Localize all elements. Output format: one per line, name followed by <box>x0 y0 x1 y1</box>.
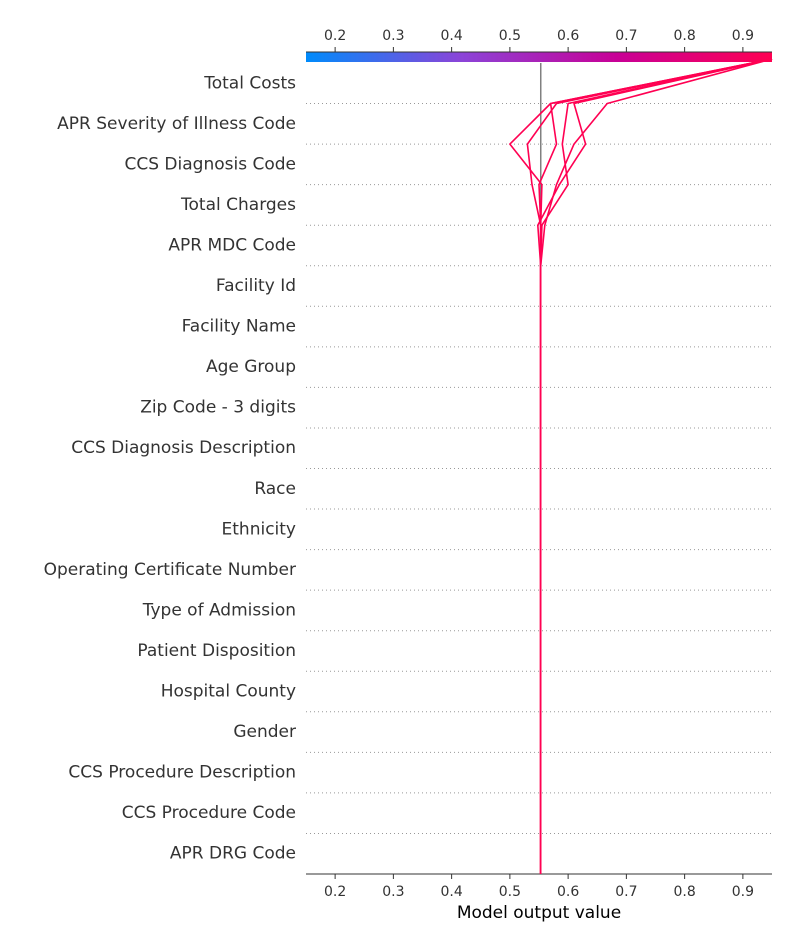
colorbar-gradient <box>306 52 772 62</box>
feature-labels: Total Costs APR Severity of Illness Code C… <box>44 73 297 863</box>
feature-label: CCS Procedure Code <box>122 803 296 823</box>
gridlines <box>306 103 772 834</box>
feature-label: Race <box>254 479 296 499</box>
feature-label: APR DRG Code <box>170 844 296 864</box>
top-tick-label: 0.3 <box>382 28 404 44</box>
top-tick-label: 0.9 <box>732 28 754 44</box>
colorbar <box>306 51 772 62</box>
bottom-tick-label: 0.9 <box>732 884 754 900</box>
feature-label: Gender <box>233 722 296 742</box>
bottom-tick-label: 0.5 <box>499 884 521 900</box>
decision-line <box>536 58 773 874</box>
top-tick-label: 0.5 <box>499 28 521 44</box>
bottom-tick-label: 0.4 <box>440 884 462 900</box>
feature-label: CCS Procedure Description <box>68 763 296 783</box>
feature-label: Facility Name <box>182 317 296 337</box>
feature-label: Type of Admission <box>142 600 296 620</box>
feature-label: Operating Certificate Number <box>44 560 296 580</box>
top-tick-label: 0.2 <box>324 28 346 44</box>
decision-line <box>539 58 773 874</box>
decision-lines <box>509 58 773 874</box>
feature-label: APR MDC Code <box>168 235 296 255</box>
feature-label: Total Charges <box>180 195 296 215</box>
bottom-tick-label: 0.3 <box>382 884 404 900</box>
top-tick-label: 0.8 <box>673 28 695 44</box>
feature-label: Facility Id <box>216 276 296 296</box>
bottom-tick-label: 0.2 <box>324 884 346 900</box>
bottom-tick-label: 0.6 <box>557 884 579 900</box>
decision-line <box>539 58 773 874</box>
feature-label: Patient Disposition <box>137 641 296 661</box>
feature-label: Total Costs <box>203 73 296 93</box>
feature-label: Ethnicity <box>222 519 296 539</box>
feature-label: Zip Code - 3 digits <box>140 398 296 418</box>
top-tick-label: 0.4 <box>440 28 462 44</box>
feature-label: Age Group <box>206 357 296 377</box>
top-x-axis: 0.2 0.3 0.4 0.5 0.6 0.7 0.8 0.9 <box>324 28 754 52</box>
feature-label: APR Severity of Illness Code <box>57 114 296 134</box>
feature-label: CCS Diagnosis Code <box>125 154 297 174</box>
bottom-tick-label: 0.8 <box>673 884 695 900</box>
x-axis-label: Model output value <box>457 903 621 923</box>
feature-label: CCS Diagnosis Description <box>71 438 296 458</box>
bottom-tick-label: 0.7 <box>615 884 637 900</box>
decision-line <box>538 58 773 874</box>
top-tick-label: 0.6 <box>557 28 579 44</box>
bottom-x-axis: 0.2 0.3 0.4 0.5 0.6 0.7 0.8 0.9 <box>306 873 772 900</box>
decision-line <box>509 58 773 874</box>
feature-label: Hospital County <box>161 682 296 702</box>
top-tick-label: 0.7 <box>615 28 637 44</box>
decision-line <box>526 58 773 874</box>
